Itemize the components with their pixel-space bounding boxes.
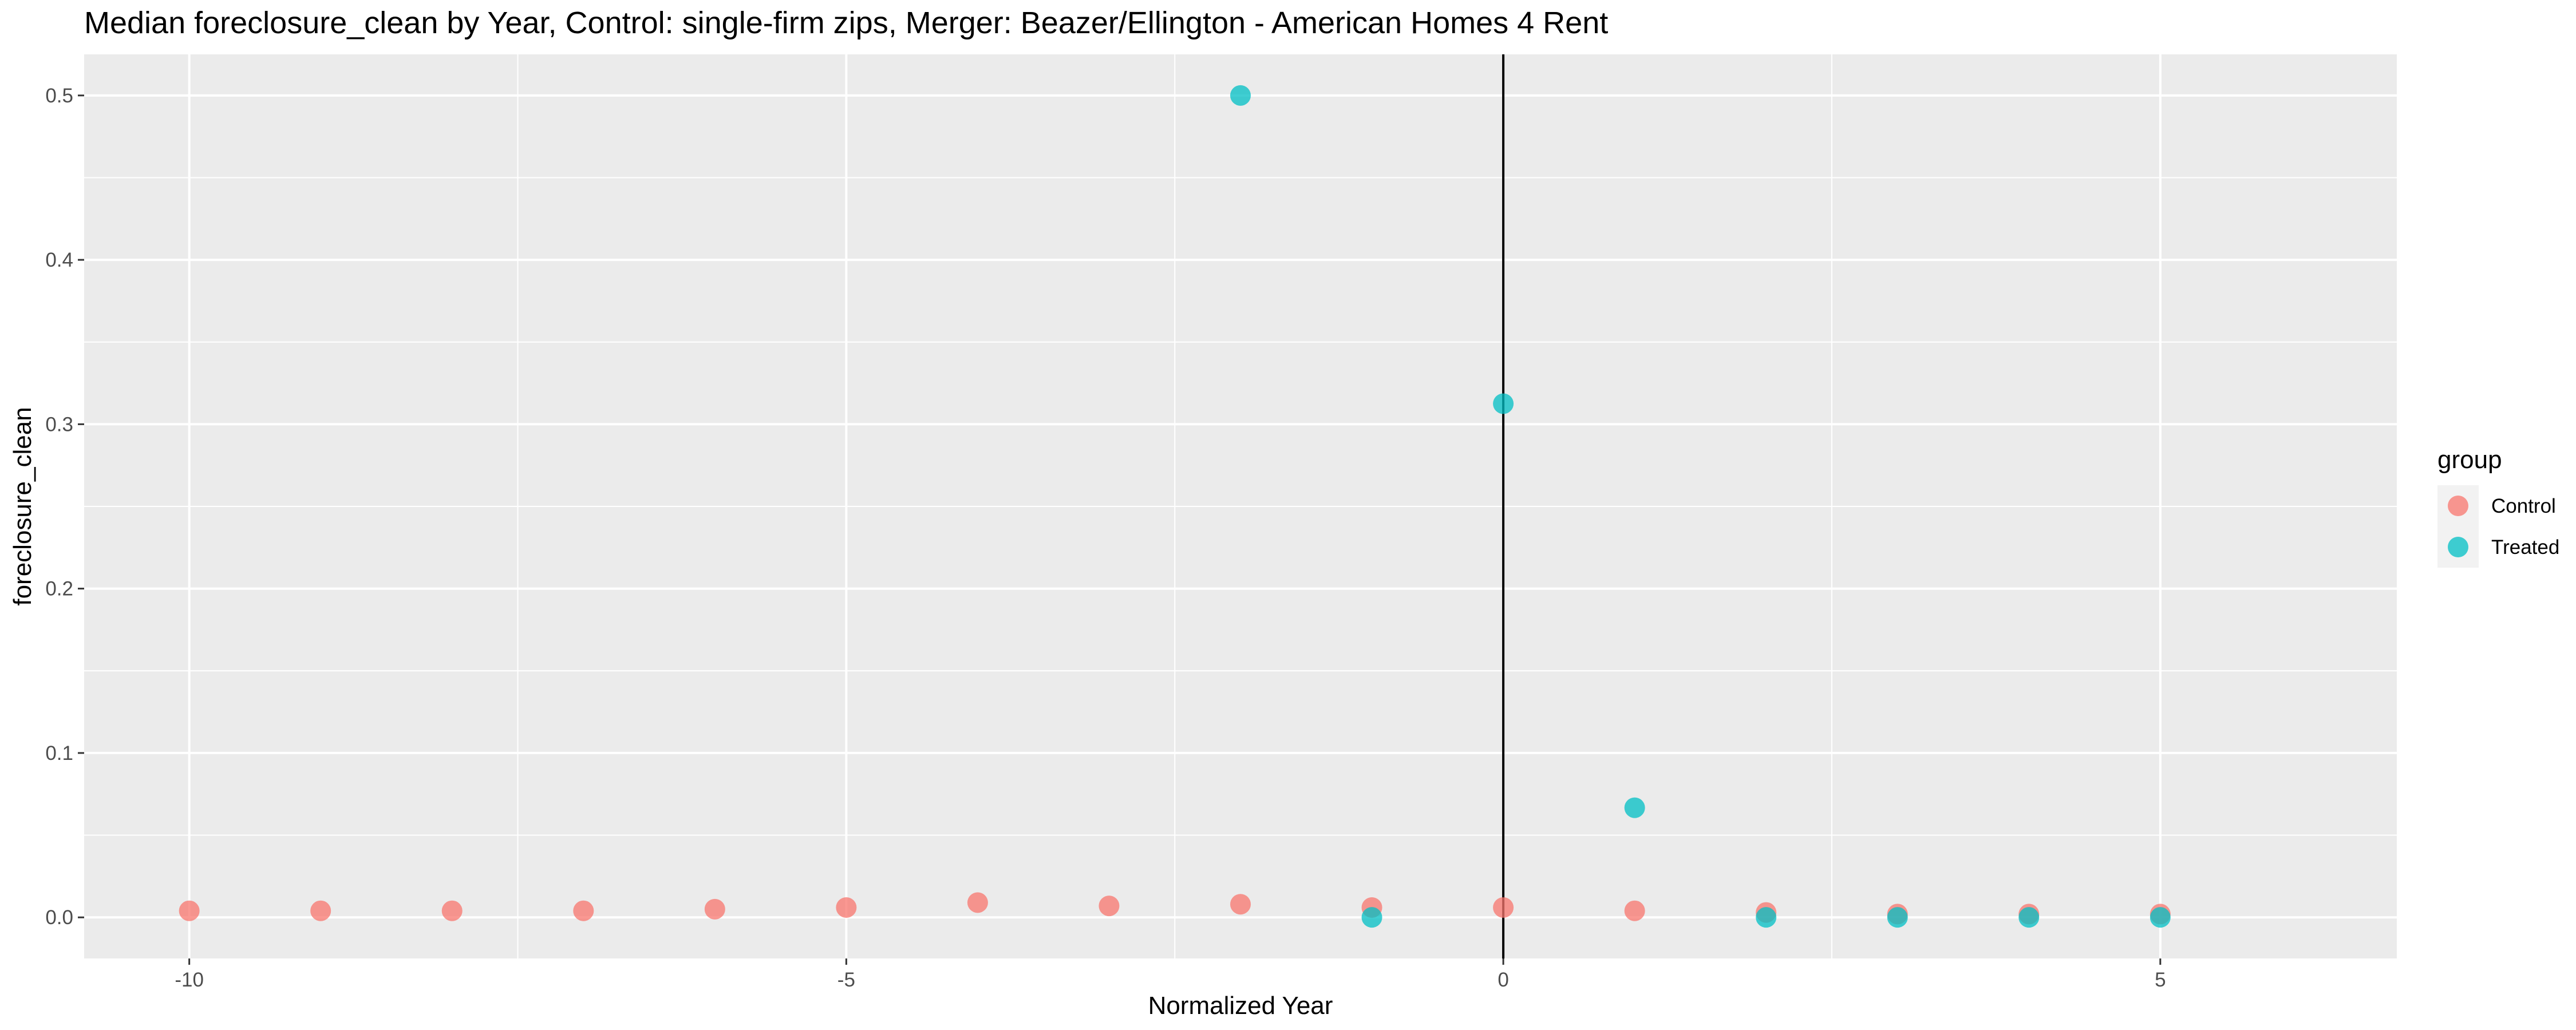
point-control: [1493, 897, 1514, 918]
x-axis-title: Normalized Year: [1148, 992, 1333, 1020]
legend-label-control: Control: [2491, 495, 2556, 517]
x-tick-label: -5: [837, 969, 855, 991]
y-tick-label: 0.2: [45, 578, 73, 600]
y-axis: 0.0 0.1 0.2 0.3 0.4 0.5: [45, 85, 84, 929]
point-treated: [1493, 393, 1514, 414]
point-treated: [1230, 85, 1251, 106]
point-treated: [2018, 907, 2040, 928]
legend-title: group: [2437, 446, 2502, 474]
point-control: [704, 898, 725, 920]
y-tick-label: 0.3: [45, 413, 73, 435]
point-control: [1099, 896, 1120, 917]
grid-minor: [84, 54, 2397, 958]
point-treated: [2150, 907, 2171, 928]
legend-label-treated: Treated: [2491, 536, 2559, 558]
x-tick-label: 5: [2155, 969, 2166, 991]
legend: group Control Treated: [2437, 446, 2559, 568]
point-treated: [1624, 797, 1645, 818]
legend-symbol-treated: [2448, 537, 2468, 557]
point-control: [441, 900, 463, 921]
x-axis: -10 -5 0 5: [175, 958, 2166, 991]
y-tick-label: 0.1: [45, 742, 73, 764]
x-tick-label: 0: [1498, 969, 1508, 991]
y-tick-label: 0.0: [45, 906, 73, 929]
x-tick-label: -10: [175, 969, 204, 991]
point-control: [1624, 900, 1645, 921]
point-control: [310, 900, 331, 921]
chart-title: Median foreclosure_clean by Year, Contro…: [84, 6, 1608, 40]
point-control: [836, 897, 857, 918]
point-control: [1230, 894, 1251, 915]
y-tick-label: 0.5: [45, 85, 73, 107]
y-axis-title: foreclosure_clean: [9, 407, 37, 605]
point-control: [967, 892, 988, 913]
point-treated: [1361, 907, 1382, 928]
y-tick-label: 0.4: [45, 249, 73, 271]
data-points: [179, 85, 2171, 928]
legend-symbol-control: [2448, 496, 2468, 516]
point-control: [179, 900, 200, 921]
point-treated: [1756, 907, 1777, 928]
point-control: [573, 900, 594, 921]
point-treated: [1887, 907, 1908, 928]
